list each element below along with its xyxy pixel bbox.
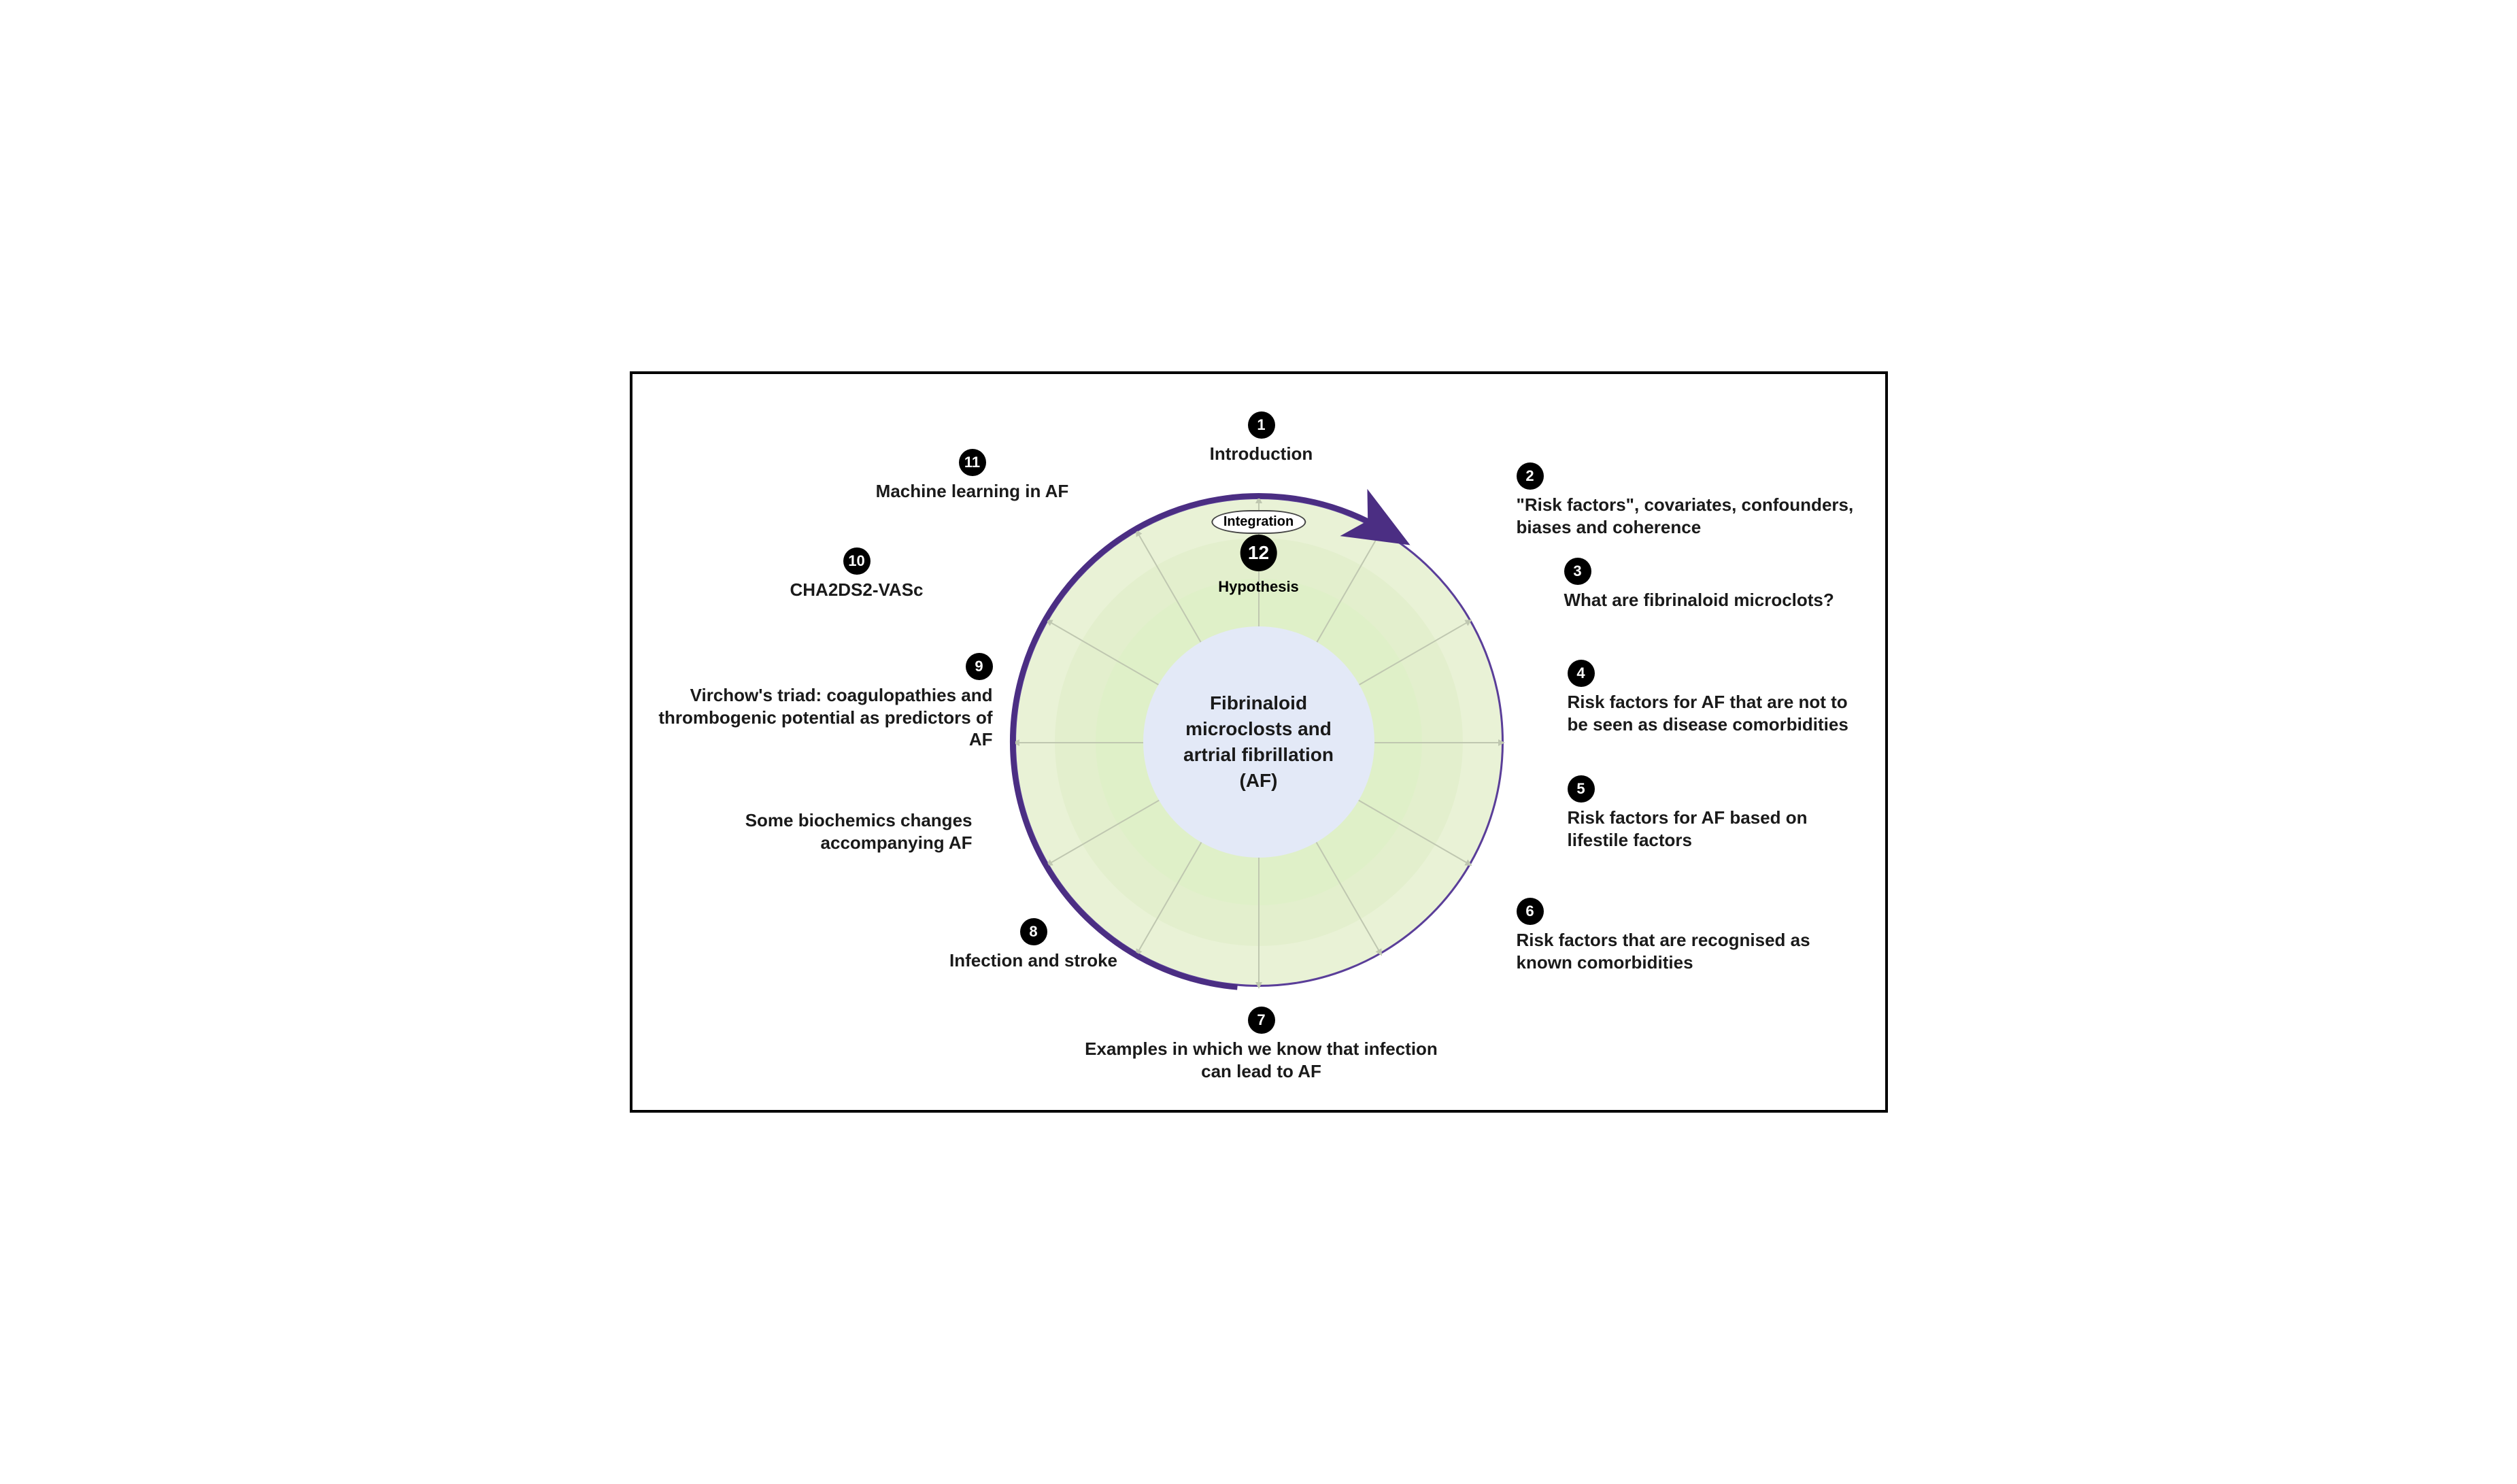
section-label-5: 5 Risk factors for AF based on lifestile … (1568, 775, 1867, 851)
badge-2: 2 (1517, 462, 1544, 490)
badge-9: 9 (966, 653, 993, 680)
ring-inner: Fibrinaloid microclosts and artrial fibr… (1143, 626, 1374, 858)
badge-1: 1 (1248, 411, 1275, 439)
badge-10: 10 (843, 547, 871, 575)
section-label-4: 4 Risk factors for AF that are not to be … (1568, 660, 1867, 735)
section-label-2: 2 "Risk factors", covariates, confounders… (1517, 462, 1870, 538)
radial-diagram: Integration 12 Hypothesis Fibrinaloid mi… (632, 374, 1885, 1110)
diagram-frame: Integration 12 Hypothesis Fibrinaloid mi… (630, 371, 1888, 1113)
section-label-x8: Some biochemics changes accompanying AF (673, 809, 973, 854)
section-label-9: 9 Virchow's triad: coagulopathies and thr… (653, 653, 993, 751)
badge-11: 11 (959, 449, 986, 476)
section-text: "Risk factors", covariates, confounders,… (1517, 494, 1870, 538)
section-text: Introduction (1210, 443, 1313, 465)
section-text: Risk factors that are recognised as know… (1517, 929, 1857, 973)
section-text: Machine learning in AF (876, 480, 1069, 503)
hypothesis-label: Hypothesis (1218, 578, 1299, 596)
section-label-3: 3 What are fibrinaloid microclots? (1564, 558, 1850, 611)
section-label-6: 6 Risk factors that are recognised as kno… (1517, 898, 1857, 973)
badge-7: 7 (1248, 1007, 1275, 1034)
section-label-7: 7 Examples in which we know that infectio… (1085, 1007, 1438, 1082)
integration-bubble: Integration (1211, 510, 1306, 534)
badge-5: 5 (1568, 775, 1595, 803)
section-text: Infection and stroke (949, 949, 1117, 972)
badge-12: 12 (1240, 535, 1277, 571)
section-label-10: 10 CHA2DS2-VASc (762, 547, 952, 601)
section-label-8: 8 Infection and stroke (945, 918, 1122, 972)
section-text: Risk factors for AF that are not to be s… (1568, 691, 1867, 735)
section-label-11: 11 Machine learning in AF (871, 449, 1075, 503)
integration-label: Integration (1223, 514, 1294, 529)
center-title: Fibrinaloid microclosts and artrial fibr… (1164, 690, 1354, 793)
section-text: Risk factors for AF based on lifestile f… (1568, 807, 1867, 851)
section-text: Virchow's triad: coagulopathies and thro… (653, 684, 993, 751)
section-text: Examples in which we know that infection… (1085, 1038, 1438, 1082)
badge-8: 8 (1020, 918, 1047, 945)
badge-3: 3 (1564, 558, 1591, 585)
section-text: What are fibrinaloid microclots? (1564, 589, 1834, 611)
badge-4: 4 (1568, 660, 1595, 687)
section-label-1: 1 Introduction (1173, 411, 1350, 465)
hypothesis-block: 12 Hypothesis (1218, 535, 1299, 596)
section-text: Some biochemics changes accompanying AF (673, 809, 973, 854)
section-text: CHA2DS2-VASc (790, 579, 923, 601)
badge-6: 6 (1517, 898, 1544, 925)
